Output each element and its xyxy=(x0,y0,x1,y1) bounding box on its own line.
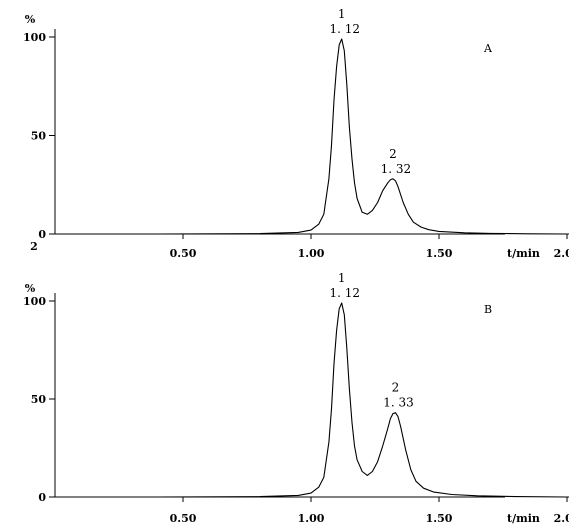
x-tick-label: 0.50 xyxy=(170,512,197,525)
x-axis-label: t/min xyxy=(507,512,540,525)
y-axis-label: % xyxy=(25,13,36,26)
peak-2-number: 2 xyxy=(389,147,397,161)
peak-1-number: 1 xyxy=(338,271,346,285)
x-tick-label: 0.50 xyxy=(170,247,197,260)
peak-1-number: 1 xyxy=(338,7,346,21)
y-tick-label: 50 xyxy=(31,130,47,143)
chart-panel-a: 0501000.501.001.502.002.503.00%t/minA211… xyxy=(23,7,569,260)
y-axis-label: % xyxy=(25,282,36,295)
peak-1-retention-time: 1. 12 xyxy=(329,22,360,36)
panel-label: B xyxy=(484,303,492,316)
peak-2-number: 2 xyxy=(392,381,400,395)
y-tick-label: 100 xyxy=(23,295,46,308)
chart-panel-b: 0501000.501.001.502.002.503.00%t/minB11.… xyxy=(23,271,569,525)
panel-label: A xyxy=(483,42,493,55)
y-tick-label: 50 xyxy=(31,393,47,406)
x-tick-label: 2.00 xyxy=(554,512,569,525)
peak-2-retention-time: 1. 33 xyxy=(383,396,414,410)
stray-label: 2 xyxy=(30,240,38,253)
chromatogram-trace xyxy=(55,38,569,235)
x-tick-label: 1.50 xyxy=(426,247,453,260)
x-tick-label: 2.00 xyxy=(554,247,569,260)
peak-1-retention-time: 1. 12 xyxy=(329,286,360,300)
x-tick-label: 1.00 xyxy=(298,247,325,260)
y-tick-label: 0 xyxy=(38,228,46,241)
chromatogram-trace xyxy=(55,302,569,498)
peak-2-retention-time: 1. 32 xyxy=(381,162,412,176)
x-tick-label: 1.00 xyxy=(298,512,325,525)
y-tick-label: 100 xyxy=(23,31,46,44)
x-tick-label: 1.50 xyxy=(426,512,453,525)
y-tick-label: 0 xyxy=(38,491,46,504)
x-axis-label: t/min xyxy=(507,247,540,260)
